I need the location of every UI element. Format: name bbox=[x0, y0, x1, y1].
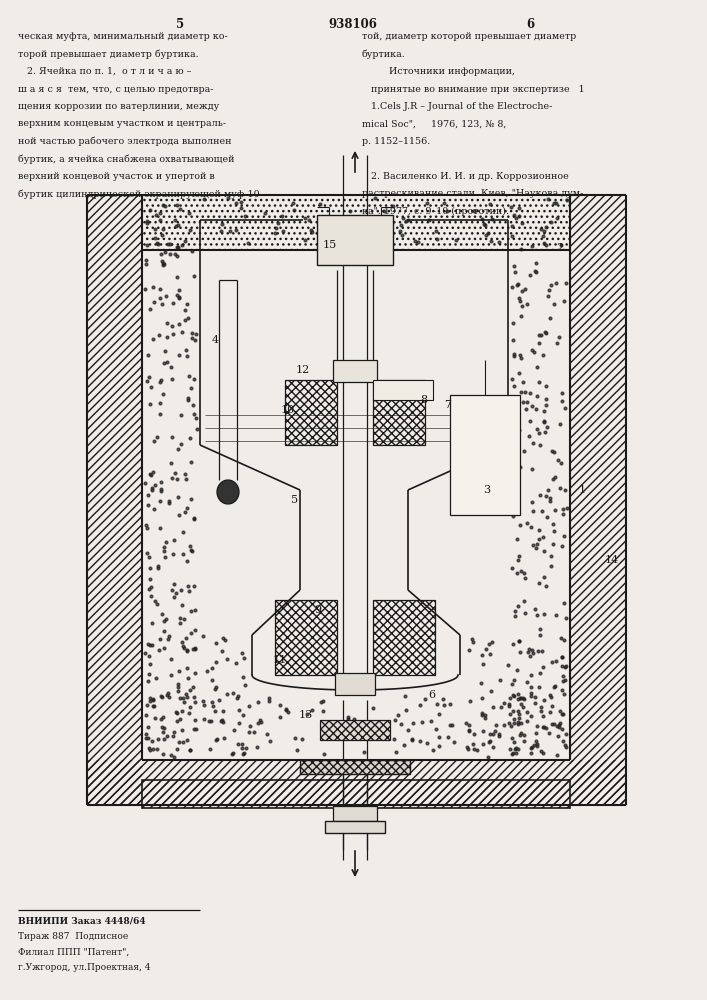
Text: буртика.: буртика. bbox=[362, 49, 406, 59]
Text: р. 1152–1156.: р. 1152–1156. bbox=[362, 137, 431, 146]
Bar bbox=[317, 215, 393, 265]
Text: 12: 12 bbox=[296, 365, 310, 375]
Bar bbox=[300, 760, 410, 774]
Bar bbox=[87, 760, 626, 805]
Bar bbox=[142, 195, 570, 250]
Bar bbox=[333, 360, 377, 382]
Text: 11: 11 bbox=[273, 655, 287, 665]
Text: растрескивание стали. Киев, "Наукова дум-: растрескивание стали. Киев, "Наукова дум… bbox=[362, 190, 583, 198]
Bar bbox=[335, 673, 375, 695]
Bar bbox=[450, 395, 520, 515]
Bar bbox=[285, 380, 337, 445]
Text: принятые во внимание при экспертизе   1: принятые во внимание при экспертизе 1 bbox=[362, 85, 585, 94]
Text: 8: 8 bbox=[421, 395, 428, 405]
Text: г.Ужгород, ул.Проектная, 4: г.Ужгород, ул.Проектная, 4 bbox=[18, 963, 151, 972]
Text: ВНИИПИ Заказ 4448/64: ВНИИПИ Заказ 4448/64 bbox=[18, 916, 146, 925]
Text: 9: 9 bbox=[315, 605, 322, 615]
Text: торой превышает диаметр буртика.: торой превышает диаметр буртика. bbox=[18, 49, 199, 59]
Text: 1: 1 bbox=[578, 485, 585, 495]
Text: 5: 5 bbox=[176, 18, 184, 31]
Text: 10: 10 bbox=[281, 405, 295, 415]
Bar bbox=[373, 600, 435, 675]
Bar bbox=[320, 720, 390, 740]
Text: Источники информации,: Источники информации, bbox=[362, 67, 515, 76]
Text: 15: 15 bbox=[323, 240, 337, 250]
Bar bbox=[373, 380, 433, 400]
Text: 2. Ячейка по п. 1,  о т л и ч а ю –: 2. Ячейка по п. 1, о т л и ч а ю – bbox=[18, 67, 192, 76]
Text: буртик, а ячейка снабжена охватывающей: буртик, а ячейка снабжена охватывающей bbox=[18, 154, 235, 164]
Bar bbox=[142, 780, 570, 808]
Bar bbox=[87, 195, 142, 805]
Text: той, диаметр которой превышает диаметр: той, диаметр которой превышает диаметр bbox=[362, 32, 576, 41]
Text: ш а я с я  тем, что, с целью предотвра-: ш а я с я тем, что, с целью предотвра- bbox=[18, 85, 214, 94]
Text: 2. Василенко И. И. и др. Коррозионное: 2. Василенко И. И. и др. Коррозионное bbox=[362, 172, 568, 181]
Text: ной частью рабочего электрода выполнен: ной частью рабочего электрода выполнен bbox=[18, 137, 231, 146]
Text: щения коррозии по ватерлинии, между: щения коррозии по ватерлинии, между bbox=[18, 102, 219, 111]
Text: 6: 6 bbox=[428, 690, 436, 700]
Text: 6: 6 bbox=[526, 18, 534, 31]
Bar bbox=[333, 806, 377, 821]
Text: mical Soc",     1976, 123, № 8,: mical Soc", 1976, 123, № 8, bbox=[362, 119, 506, 128]
Text: 5: 5 bbox=[291, 495, 298, 505]
Text: 7: 7 bbox=[445, 400, 452, 410]
Text: Тираж 887  Подписное: Тираж 887 Подписное bbox=[18, 932, 128, 941]
Text: 2: 2 bbox=[556, 243, 563, 253]
Bar bbox=[325, 821, 385, 833]
Text: буртик цилиндрической экранирующей муф-10: буртик цилиндрической экранирующей муф-1… bbox=[18, 190, 259, 199]
Bar bbox=[570, 195, 626, 805]
Text: 938106: 938106 bbox=[329, 18, 378, 31]
Bar bbox=[320, 720, 390, 740]
Bar bbox=[373, 380, 425, 445]
Bar bbox=[300, 760, 410, 774]
Text: 1.Cels J.R – Journal of the Electroche-: 1.Cels J.R – Journal of the Electroche- bbox=[362, 102, 552, 111]
Text: 4: 4 bbox=[211, 335, 218, 345]
Text: 14: 14 bbox=[605, 555, 619, 565]
Ellipse shape bbox=[217, 480, 239, 504]
Text: ческая муфта, минимальный диаметр ко-: ческая муфта, минимальный диаметр ко- bbox=[18, 32, 228, 41]
Text: 13: 13 bbox=[299, 710, 313, 720]
Text: верхним концевым участком и централь-: верхним концевым участком и централь- bbox=[18, 119, 226, 128]
Text: ка". 1977, с. 9–10 (прототип).: ка". 1977, с. 9–10 (прототип). bbox=[362, 207, 509, 216]
Text: верхний концевой участок и упертой в: верхний концевой участок и упертой в bbox=[18, 172, 215, 181]
Text: 3: 3 bbox=[484, 485, 491, 495]
Text: Филиал ПΠΠ "Патент",: Филиал ПΠΠ "Патент", bbox=[18, 948, 129, 957]
Bar bbox=[275, 600, 337, 675]
